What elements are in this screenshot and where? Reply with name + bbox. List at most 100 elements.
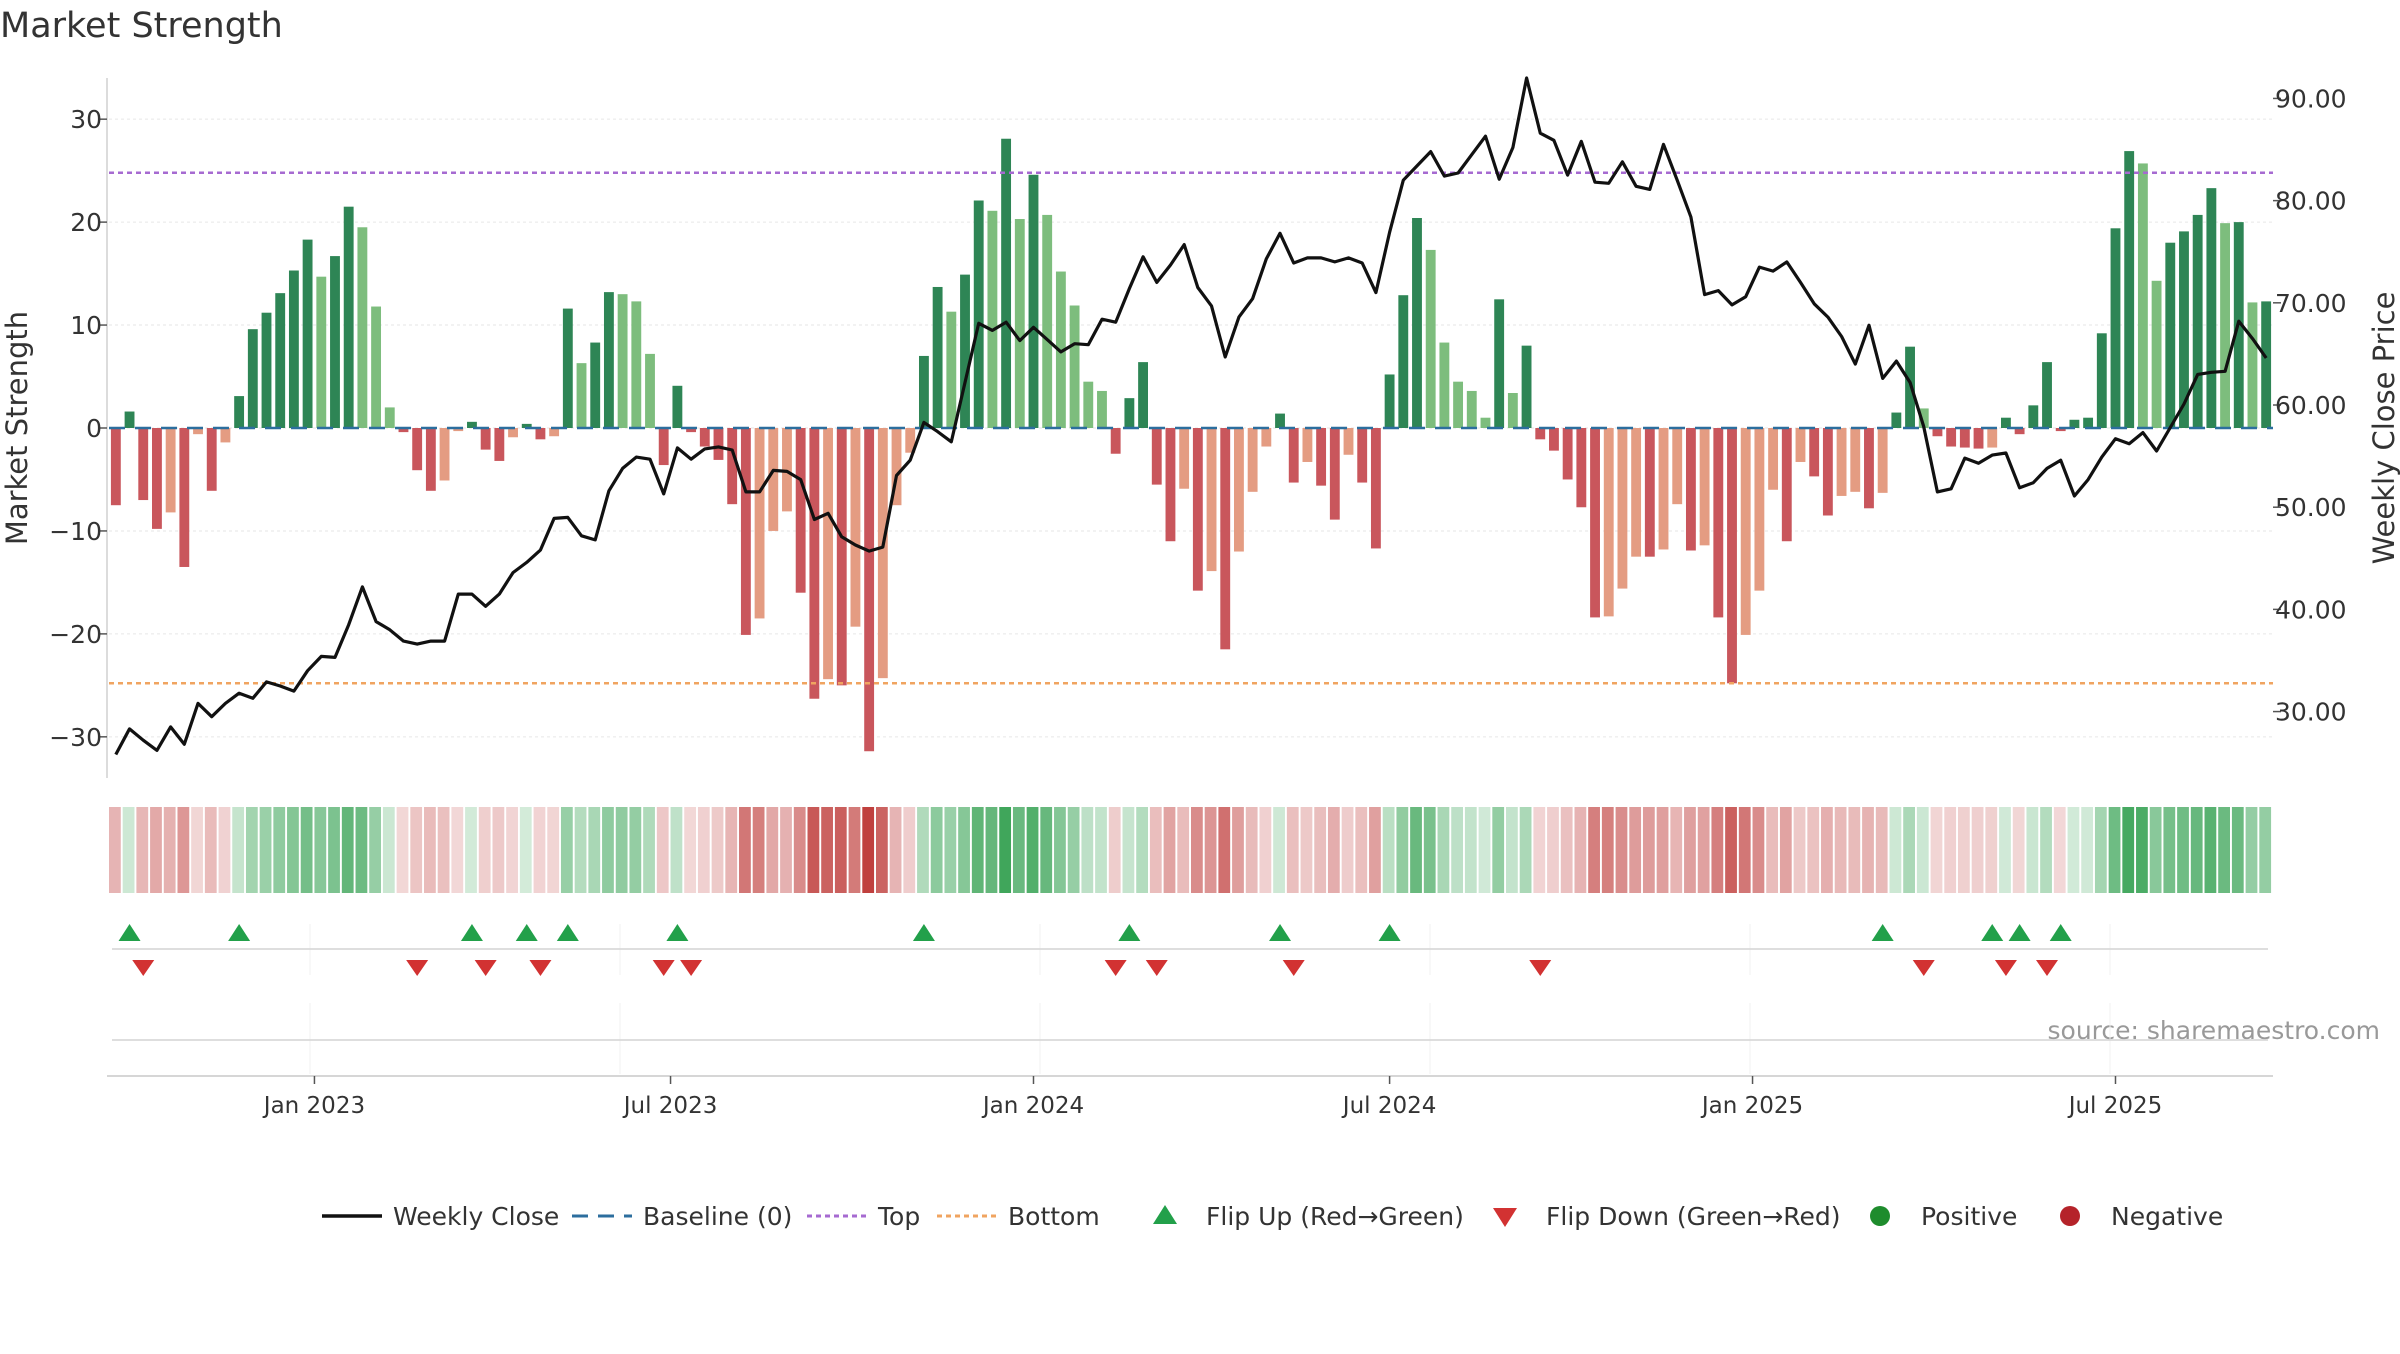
heat-cell [1848, 807, 1861, 893]
heat-cell [684, 807, 697, 893]
strength-bar [2096, 333, 2107, 428]
strength-bar [1713, 428, 1724, 618]
heat-cell [1985, 807, 1998, 893]
strength-bar [2083, 417, 2094, 428]
heat-cell [958, 807, 970, 893]
y-right-tick-label: 30.00 [2275, 698, 2347, 727]
strength-bar [590, 342, 601, 428]
y-left-tick-label: −20 [49, 620, 102, 649]
strength-heat-strip [109, 807, 2272, 893]
heat-cell [1286, 807, 1299, 893]
heat-cell [2177, 807, 2189, 893]
y-right-tick-label: 50.00 [2275, 493, 2347, 522]
heat-cell [2163, 807, 2176, 893]
strength-bar [1192, 428, 1203, 591]
strength-bar [1932, 428, 1943, 437]
heat-cell [1149, 807, 1162, 893]
strength-bar [1973, 428, 1984, 449]
y-left-tick-label: −10 [49, 517, 102, 546]
weekly-close-line [114, 76, 2268, 756]
strength-bar [1206, 428, 1217, 572]
strength-bar [220, 428, 231, 443]
strength-bar [425, 428, 436, 491]
legend-swatch [1493, 1208, 1517, 1227]
heat-cell [971, 807, 984, 893]
heat-cell [1697, 807, 1710, 893]
heat-cell [1232, 807, 1244, 893]
heat-cell [1163, 807, 1176, 893]
heat-cell [122, 807, 135, 893]
strength-bar [768, 428, 779, 531]
strength-bar [1014, 219, 1025, 428]
heat-cell [1656, 807, 1669, 893]
heat-cell [1779, 807, 1792, 893]
strength-bar [2179, 231, 2189, 428]
heat-cell [1560, 807, 1573, 893]
strength-bar [1631, 428, 1642, 557]
heat-cell [985, 807, 998, 893]
heat-cell [821, 807, 833, 893]
strength-bar [330, 256, 340, 428]
flip-up-marker [228, 924, 251, 941]
strength-bar [1028, 174, 1039, 428]
heat-cell [889, 807, 902, 893]
heat-cell [1738, 807, 1751, 893]
legend-item: Negative [2060, 1202, 2223, 1231]
strength-bar [2000, 417, 2011, 428]
strength-bar [1302, 428, 1313, 462]
strength-bar [1891, 412, 1902, 428]
x-tick-label: Jul 2023 [622, 1093, 718, 1119]
heat-cell [1108, 807, 1121, 893]
flip-up-marker [556, 924, 579, 941]
strength-bar [1165, 428, 1176, 542]
strength-bar [850, 428, 861, 627]
flip-markers [112, 924, 2268, 976]
heat-cell [930, 807, 943, 893]
heat-cell [204, 807, 217, 893]
strength-bar [1754, 428, 1765, 591]
strength-bar [152, 428, 162, 529]
x-tick-label: Jan 2023 [262, 1093, 365, 1119]
heat-cell [259, 807, 272, 893]
legend-label: Negative [2111, 1202, 2223, 1231]
heat-cell [191, 807, 203, 893]
strength-bar [467, 421, 477, 428]
heat-cell [287, 807, 299, 893]
y-left-tick-label: 0 [86, 414, 102, 443]
y-right-tick-label: 90.00 [2275, 84, 2347, 113]
heat-cell [862, 807, 875, 893]
heat-cell [1711, 807, 1724, 893]
heat-cell [1821, 807, 1833, 893]
heat-cell [2094, 807, 2107, 893]
heat-cell [766, 807, 779, 893]
heat-cell [245, 807, 258, 893]
strength-bar [713, 428, 724, 460]
heat-cell [1629, 807, 1642, 893]
heat-cell [615, 807, 628, 893]
strength-bar [672, 385, 683, 428]
heat-cell [1588, 807, 1600, 893]
flip-down-marker [1282, 960, 1305, 976]
heat-cell [739, 807, 751, 893]
heat-cell [1807, 807, 1820, 893]
strength-bar [823, 428, 833, 680]
strength-bar [1412, 218, 1422, 428]
strength-bar [1124, 398, 1135, 428]
heat-cell [328, 807, 340, 893]
strength-bar [1864, 428, 1874, 509]
strength-bar [973, 200, 984, 428]
strength-bar [288, 270, 299, 428]
heat-cell [1026, 807, 1039, 893]
heat-cell [834, 807, 847, 893]
strength-bar [1562, 428, 1573, 480]
strength-bar [247, 329, 258, 428]
heat-cell [437, 807, 450, 893]
heat-cell [492, 807, 505, 893]
heat-cell [2081, 807, 2094, 893]
flip-up-marker [1378, 924, 1401, 941]
heat-cell [232, 807, 245, 893]
strength-bar [932, 286, 943, 428]
flip-down-marker [1145, 960, 1168, 976]
heat-cell [1725, 807, 1737, 893]
